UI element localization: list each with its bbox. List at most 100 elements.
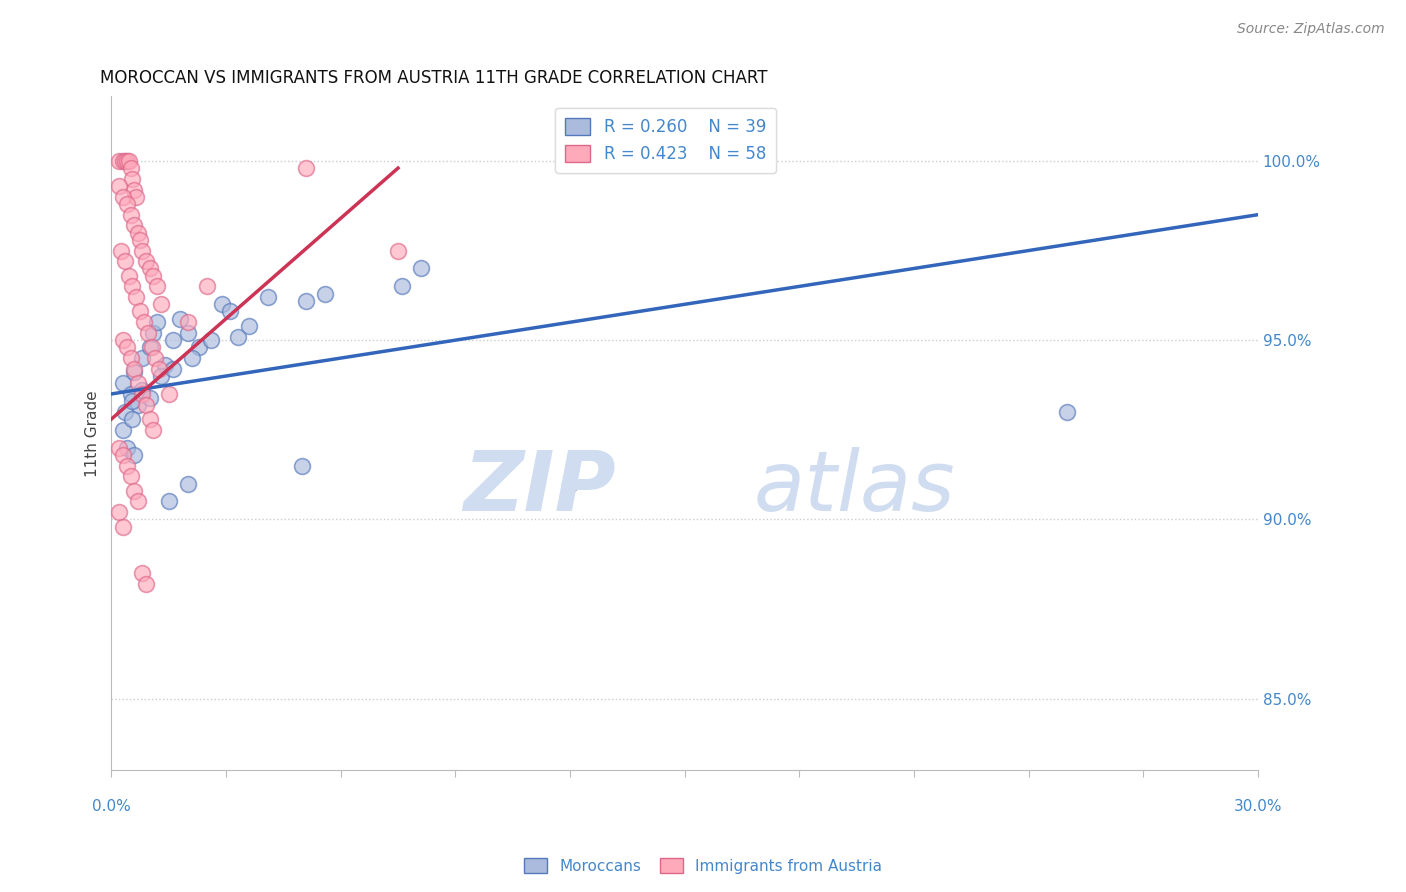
Point	[121, 172, 143, 186]
Point	[114, 153, 136, 168]
Point	[135, 398, 157, 412]
Point	[120, 161, 142, 175]
Point	[211, 297, 233, 311]
Text: 0.0%: 0.0%	[91, 799, 131, 814]
Point	[111, 376, 134, 391]
Point	[195, 279, 218, 293]
Point	[136, 326, 159, 340]
Text: atlas: atlas	[754, 447, 955, 528]
Point	[177, 315, 200, 329]
Point	[115, 197, 138, 211]
Point	[124, 483, 146, 498]
Point	[127, 494, 149, 508]
Point	[409, 261, 432, 276]
Point	[150, 369, 173, 384]
Point	[127, 398, 149, 412]
Point	[125, 290, 148, 304]
Point	[124, 366, 146, 380]
Legend: R = 0.260    N = 39, R = 0.423    N = 58: R = 0.260 N = 39, R = 0.423 N = 58	[555, 108, 776, 173]
Point	[153, 358, 176, 372]
Point	[110, 244, 132, 258]
Point	[120, 469, 142, 483]
Text: 30.0%: 30.0%	[1233, 799, 1282, 814]
Point	[115, 153, 138, 168]
Point	[115, 441, 138, 455]
Point	[108, 179, 131, 194]
Point	[142, 423, 165, 437]
Y-axis label: 11th Grade: 11th Grade	[86, 390, 100, 476]
Point	[188, 340, 211, 354]
Legend: Moroccans, Immigrants from Austria: Moroccans, Immigrants from Austria	[519, 852, 887, 880]
Point	[114, 405, 136, 419]
Point	[162, 333, 184, 347]
Point	[127, 226, 149, 240]
Point	[111, 190, 134, 204]
Point	[226, 329, 249, 343]
Point	[314, 286, 336, 301]
Point	[115, 458, 138, 473]
Text: MOROCCAN VS IMMIGRANTS FROM AUSTRIA 11TH GRADE CORRELATION CHART: MOROCCAN VS IMMIGRANTS FROM AUSTRIA 11TH…	[100, 69, 768, 87]
Point	[138, 261, 160, 276]
Point	[131, 387, 153, 401]
Point	[141, 340, 163, 354]
Point	[148, 362, 170, 376]
Point	[177, 326, 200, 340]
Point	[108, 441, 131, 455]
Point	[111, 448, 134, 462]
Point	[124, 448, 146, 462]
Point	[387, 244, 409, 258]
Point	[111, 519, 134, 533]
Point	[558, 476, 581, 491]
Point	[108, 153, 131, 168]
Point	[157, 494, 180, 508]
Point	[142, 326, 165, 340]
Point	[120, 351, 142, 365]
Point	[142, 268, 165, 283]
Point	[124, 362, 146, 376]
Point	[138, 412, 160, 426]
Point	[111, 423, 134, 437]
Point	[129, 233, 152, 247]
Point	[111, 333, 134, 347]
Point	[257, 290, 280, 304]
Point	[157, 387, 180, 401]
Point	[177, 476, 200, 491]
Point	[391, 279, 413, 293]
Point	[238, 318, 260, 333]
Point	[143, 351, 166, 365]
Point	[1056, 405, 1078, 419]
Point	[121, 412, 143, 426]
Point	[121, 394, 143, 409]
Point	[111, 153, 134, 168]
Point	[117, 153, 139, 168]
Point	[200, 333, 222, 347]
Point	[127, 376, 149, 391]
Point	[218, 304, 240, 318]
Point	[146, 279, 169, 293]
Point	[138, 340, 160, 354]
Point	[295, 293, 318, 308]
Point	[108, 505, 131, 519]
Point	[291, 458, 314, 473]
Point	[146, 315, 169, 329]
Point	[169, 311, 191, 326]
Point	[162, 362, 184, 376]
Point	[135, 577, 157, 591]
Text: Source: ZipAtlas.com: Source: ZipAtlas.com	[1237, 22, 1385, 37]
Point	[138, 391, 160, 405]
Point	[131, 244, 153, 258]
Point	[150, 297, 173, 311]
Point	[129, 304, 152, 318]
Point	[125, 190, 148, 204]
Point	[120, 387, 142, 401]
Point	[124, 183, 146, 197]
Text: ZIP: ZIP	[463, 447, 616, 528]
Point	[131, 384, 153, 398]
Point	[132, 315, 155, 329]
Point	[131, 566, 153, 581]
Point	[114, 254, 136, 268]
Point	[120, 208, 142, 222]
Point	[121, 279, 143, 293]
Point	[295, 161, 318, 175]
Point	[131, 351, 153, 365]
